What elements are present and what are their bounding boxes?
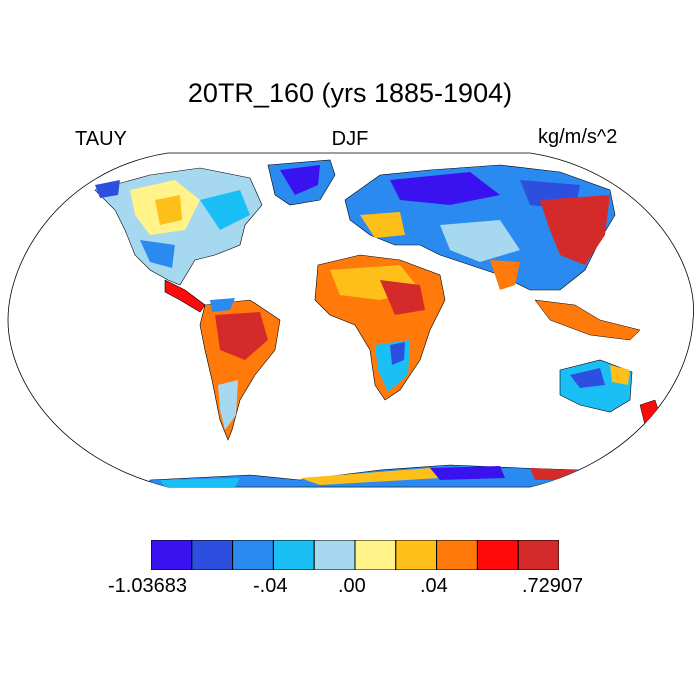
colorbar-swatch-8 [476,540,519,570]
colorbar-swatch-2 [232,540,274,570]
plot-title: 20TR_160 (yrs 1885-1904) [187,78,513,108]
colorbar-label-4: .72907 [522,575,584,597]
land-central-america [164,279,206,313]
colorbar-swatch-4 [313,540,356,570]
colorbar-swatch-7 [436,540,478,570]
colorbar-swatch-9 [517,540,559,570]
variable-label: TAUY [75,128,127,150]
colorbar-label-2: .00 [338,575,366,597]
colorbar-swatch-5 [354,540,397,570]
colorbar-label-3: .04 [420,575,448,597]
colorbar-swatch-1 [191,540,234,570]
colorbar-swatch-3 [272,540,315,570]
colorbar-swatch-6 [395,540,438,570]
colorbar-swatch-0 [151,540,193,570]
land-southeast-asia [534,299,641,341]
units-label: kg/m/s^2 [538,126,618,148]
colorbar-label-1: -.04 [253,575,288,597]
colorbar [151,540,559,570]
season-label: DJF [331,128,369,150]
colorbar-label-0: -1.03683 [108,575,187,597]
